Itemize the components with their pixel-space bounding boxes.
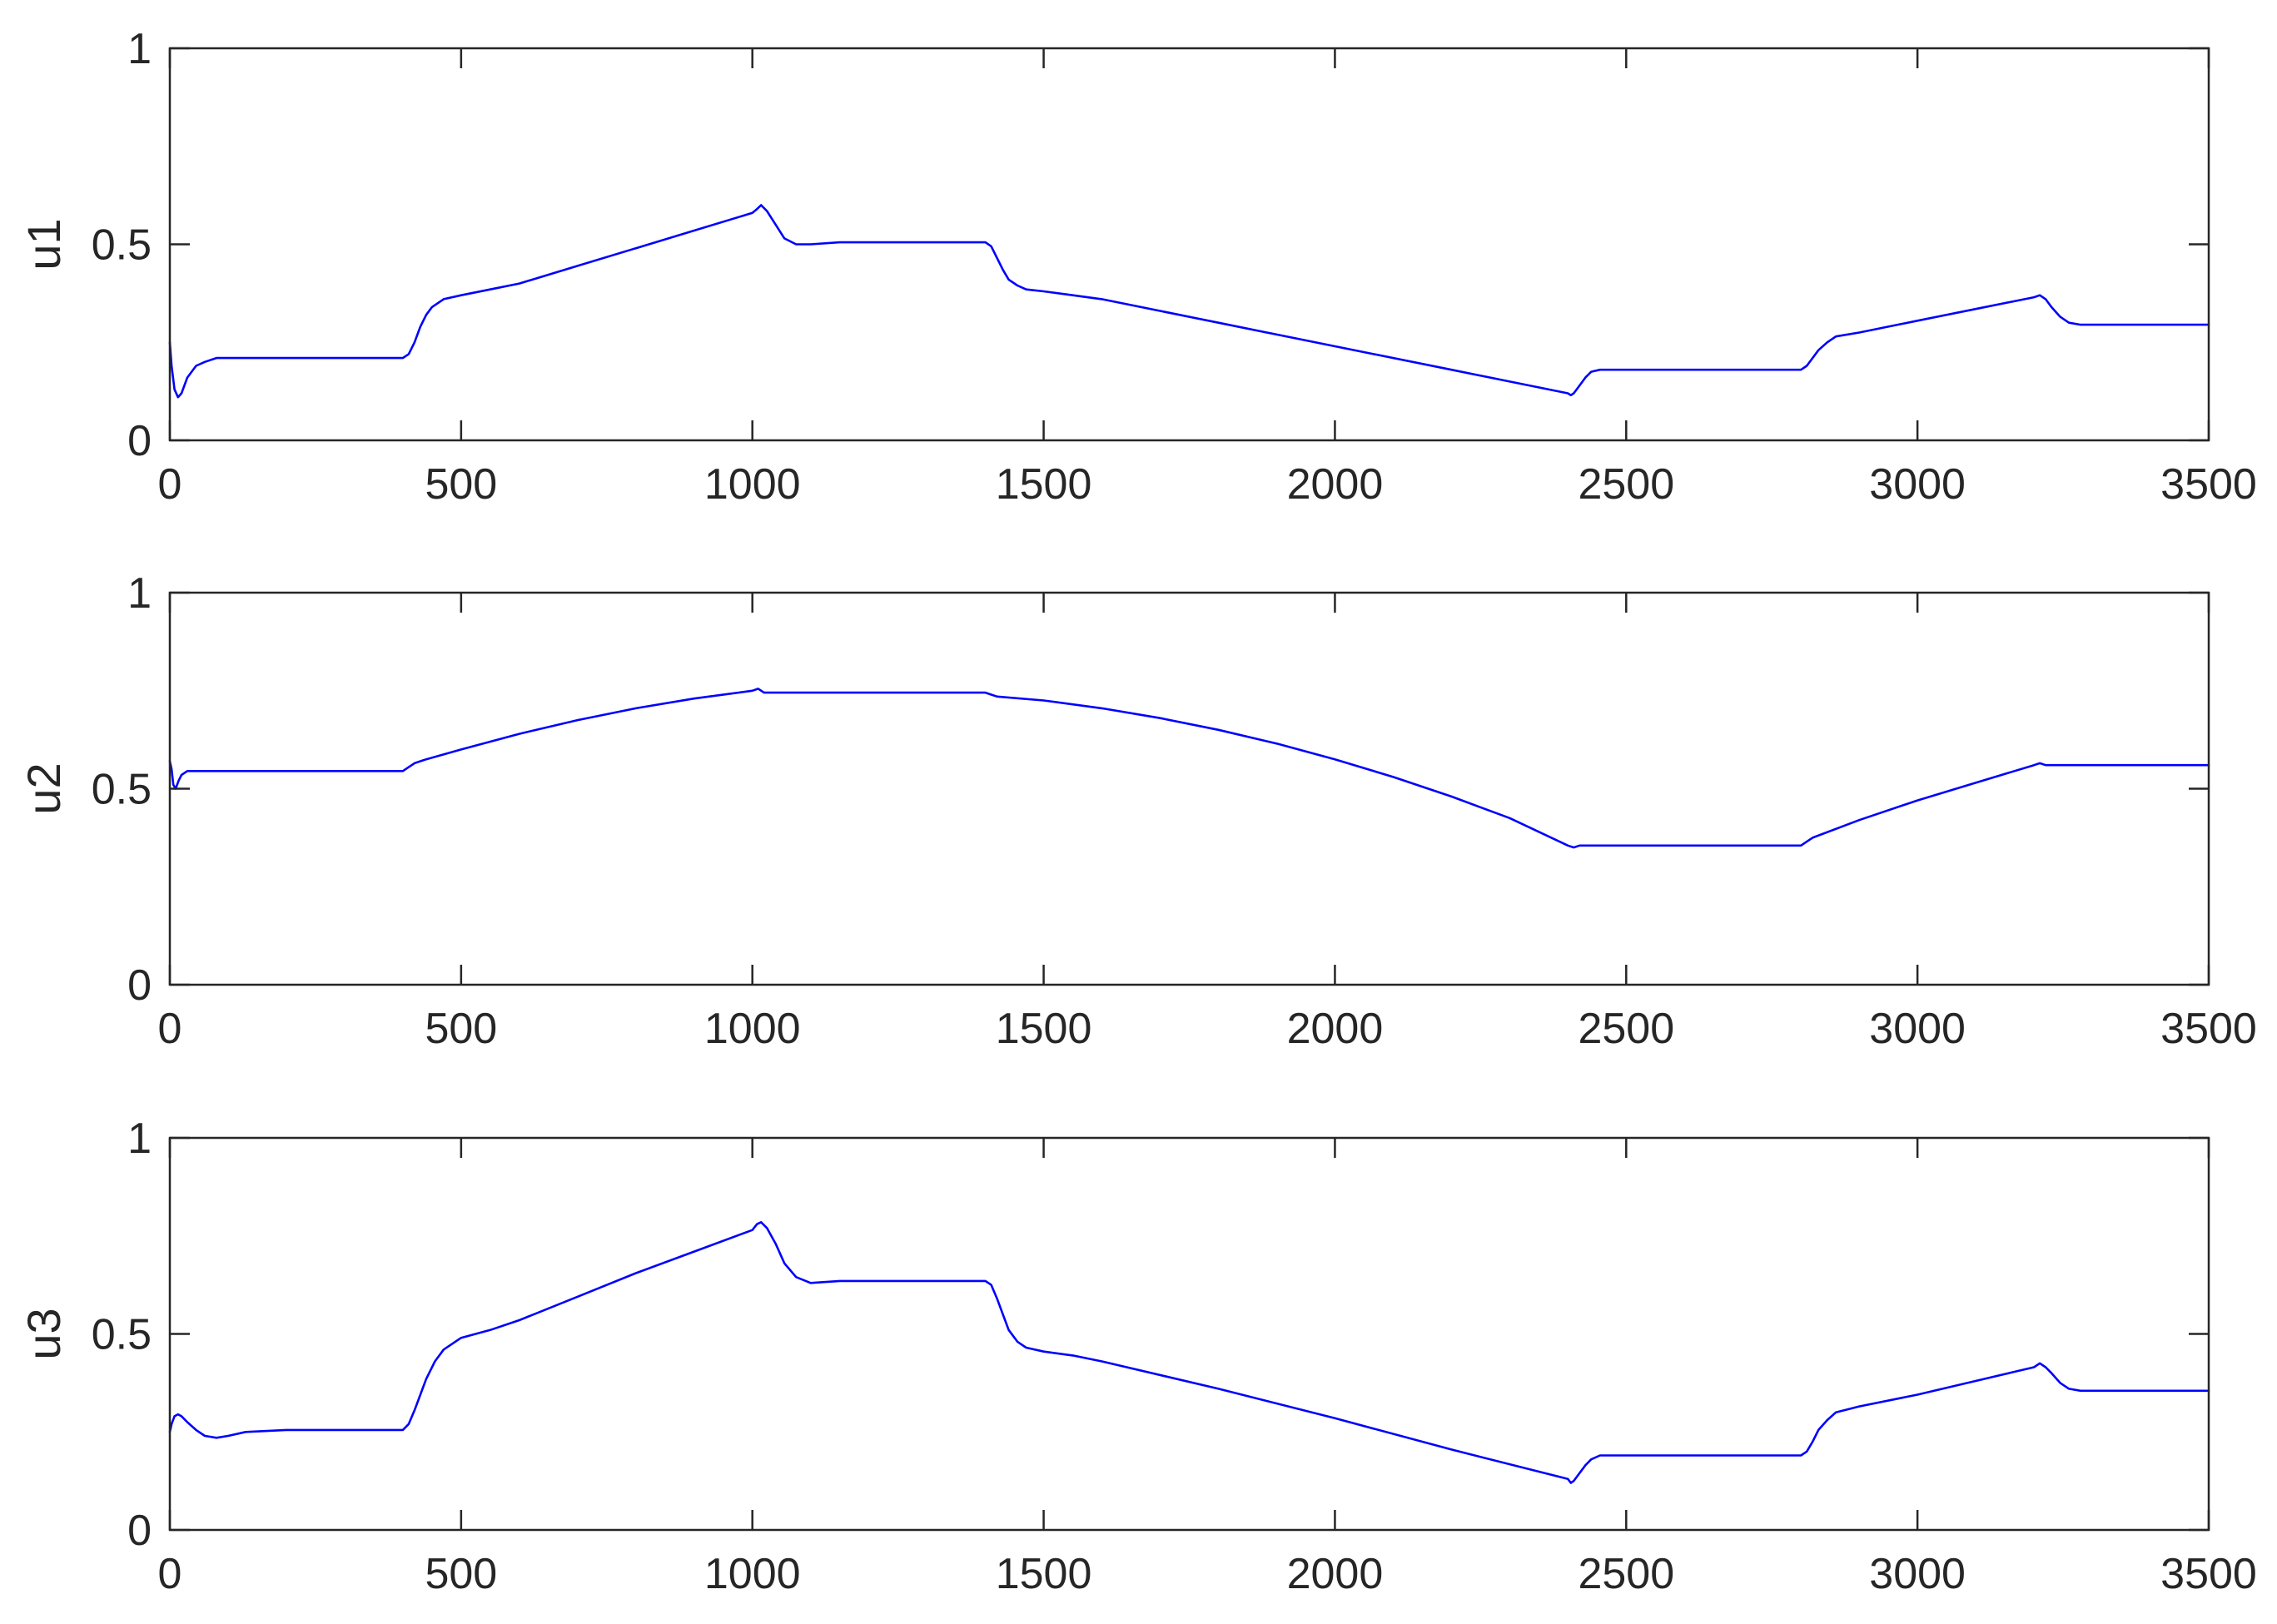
x-tick-label: 2500 [1578, 1005, 1674, 1053]
x-tick-label: 1500 [996, 460, 1092, 509]
axes-box-u1 [168, 47, 2210, 442]
x-tick-label: 1000 [704, 1550, 801, 1598]
x-tick-label: 0 [158, 1005, 182, 1053]
series-line-u3 [168, 1221, 2210, 1484]
y-tick-label: 0 [127, 1507, 152, 1555]
x-tick-label: 1000 [704, 1005, 801, 1053]
x-tick-label: 2500 [1578, 1550, 1674, 1598]
x-tick-label: 2000 [1287, 1550, 1384, 1598]
y-tick-label: 0 [127, 961, 152, 1010]
x-tick-label: 1000 [704, 460, 801, 509]
x-tick-label: 3000 [1869, 1550, 1966, 1598]
y-tick-label: 0.5 [92, 221, 152, 270]
x-tick-label: 2500 [1578, 460, 1674, 509]
y-tick-label: 1 [127, 25, 152, 73]
x-tick-label: 500 [425, 1550, 497, 1598]
x-tick-label: 3000 [1869, 460, 1966, 509]
axes-box-u2 [168, 591, 2210, 986]
x-tick-label: 2000 [1287, 460, 1384, 509]
x-tick-label: 1500 [996, 1005, 1092, 1053]
x-tick-label: 0 [158, 460, 182, 509]
y-tick-label: 0.5 [92, 1311, 152, 1359]
x-tick-label: 3000 [1869, 1005, 1966, 1053]
y-tick-label: 1 [127, 569, 152, 618]
x-tick-label: 3500 [2160, 1550, 2257, 1598]
subplot-u1: 0 500 1000 1500 2000 2500 3000 3500 0 0.5 1 u1 [17, 25, 2257, 509]
subplot-u3: 0 500 1000 1500 2000 2500 3000 3500 0 0.5 1 u3 [17, 1115, 2257, 1598]
x-tick-label: 1500 [996, 1550, 1092, 1598]
x-tick-label: 500 [425, 460, 497, 509]
y-axis-label: u2 [17, 762, 70, 814]
x-tick-label: 3500 [2160, 460, 2257, 509]
x-tick-label: 500 [425, 1005, 497, 1053]
x-tick-label: 3500 [2160, 1005, 2257, 1053]
series-line-u2 [168, 688, 2210, 849]
series-line-u1 [168, 204, 2210, 399]
y-tick-label: 0 [127, 417, 152, 465]
x-tick-label: 2000 [1287, 1005, 1384, 1053]
y-axis-label: u1 [17, 218, 70, 270]
y-tick-label: 1 [127, 1115, 152, 1163]
subplot-u2: 0 500 1000 1500 2000 2500 3000 3500 0 0.5 1 u2 [17, 569, 2257, 1053]
y-axis-label: u3 [17, 1308, 70, 1359]
y-tick-label: 0.5 [92, 766, 152, 814]
x-tick-label: 0 [158, 1550, 182, 1598]
